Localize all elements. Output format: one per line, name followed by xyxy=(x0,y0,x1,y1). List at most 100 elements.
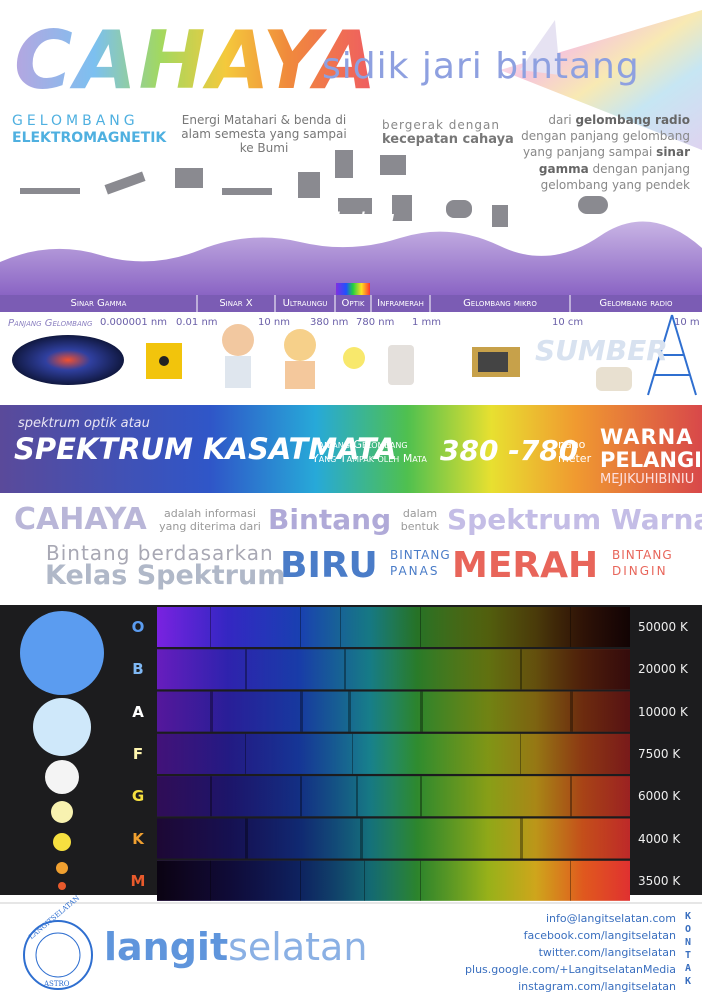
absorption-line xyxy=(210,607,211,647)
absorption-line xyxy=(352,733,353,774)
band-label: Ultraungu xyxy=(282,298,328,309)
statement-small: adalah informasi yang diterima dari xyxy=(159,507,261,533)
contact: twitter.com/langitselatan xyxy=(538,946,676,959)
band-dividers xyxy=(196,295,571,312)
heater xyxy=(388,345,414,385)
band-label: Gelombang radio xyxy=(599,298,673,309)
wavelength-tick: 10 cm xyxy=(552,317,584,328)
absorption-line xyxy=(420,860,421,901)
absorption-line xyxy=(570,776,572,817)
visible-range: 380 -780 xyxy=(440,434,579,467)
absorption-line xyxy=(300,860,301,901)
contact: facebook.com/langitselatan xyxy=(523,929,676,942)
spectrum-shade xyxy=(157,649,630,690)
intro-range-part: dari xyxy=(548,113,576,127)
wavelength-tick: 0.000001 nm xyxy=(100,317,167,328)
class-letter: A xyxy=(132,702,144,721)
visible-unit: nano xyxy=(558,438,586,451)
absorption-line xyxy=(245,649,247,690)
band-label: Sinar X xyxy=(219,298,253,309)
wavelength-label: Panjang Gelombang xyxy=(8,318,93,329)
intro-range-part: dengan panjang gelombang yang panjang sa… xyxy=(521,129,690,160)
wavelength-tick: 780 nm xyxy=(356,317,395,328)
spectrum-shade xyxy=(157,733,630,774)
absorption-line xyxy=(420,607,421,647)
temperature: 50000 K xyxy=(638,620,688,634)
absorption-line xyxy=(364,860,365,901)
brand-part: langit xyxy=(104,925,229,969)
brand: langitselatan xyxy=(104,925,367,969)
contact-label: KONTAK xyxy=(684,911,692,987)
class-letter: M xyxy=(130,871,146,890)
statement-small: dalam bentuk xyxy=(400,507,440,533)
wavelength-tick: 0.01 nm xyxy=(176,317,218,328)
absorption-line xyxy=(570,860,571,901)
contact: instagram.com/langitselatan xyxy=(518,980,676,993)
statement-word: Spektrum Warna xyxy=(447,503,702,536)
absorption-line xyxy=(210,776,212,817)
statement-small: BINTANG xyxy=(612,548,673,562)
intro-range-part: sinar gamma xyxy=(538,145,690,176)
class-letter: O xyxy=(131,618,145,636)
temperature: 4000 K xyxy=(638,831,681,846)
bulb xyxy=(343,347,365,369)
title: CAHAYA xyxy=(14,14,379,107)
band-label: Gelombang mikro xyxy=(463,298,537,309)
spectrum-shade xyxy=(157,607,630,647)
statement-small: PANAS xyxy=(390,564,440,578)
wavelength-tick: 10 nm xyxy=(258,317,290,328)
intro-text: bergerak dengan xyxy=(382,118,500,132)
statement-word: CAHAYA xyxy=(14,502,147,537)
absorption-line xyxy=(300,776,302,817)
prism xyxy=(520,20,560,75)
visible-colors: PELANGI xyxy=(600,448,702,472)
absorption-line xyxy=(344,649,346,690)
brand-part: selatan xyxy=(228,925,368,969)
intro-text: Energi Matahari & benda di alam semesta … xyxy=(181,113,347,155)
contact: plus.google.com/+LangitselatanMedia xyxy=(465,963,676,976)
caption-part: panjang gelombang xyxy=(260,210,395,224)
person-head-2 xyxy=(284,329,316,361)
optical-window xyxy=(336,283,370,295)
absorption-line xyxy=(420,691,423,732)
visible-title: SPEKTRUM KASATMATA xyxy=(14,432,397,466)
class-letter: G xyxy=(131,787,145,806)
band-label: Sinar Gamma xyxy=(70,298,127,309)
visible-lead: spektrum optik atau xyxy=(18,416,150,431)
absorption-line xyxy=(520,818,523,859)
microwave-window xyxy=(478,352,508,372)
statement-word: BIRU xyxy=(280,545,378,586)
visible-unit: meter xyxy=(558,452,592,465)
contact: info@langitselatan.com xyxy=(545,912,676,925)
spectrum-shade xyxy=(157,860,630,901)
absorption-line xyxy=(300,607,301,647)
absorption-line xyxy=(570,607,571,647)
stars xyxy=(20,611,104,890)
absorption-line xyxy=(570,691,573,732)
class-letter: K xyxy=(132,829,144,848)
visible-band xyxy=(0,405,702,493)
person-body-2 xyxy=(285,361,315,389)
visible-range-label: Panjang Gelombang xyxy=(312,438,408,451)
galaxy xyxy=(12,335,124,385)
visible-colors: WARNA xyxy=(600,425,694,449)
temperature: 7500 K xyxy=(638,746,681,761)
intro-text: kecepatan cahaya xyxy=(382,132,514,147)
absorption-line xyxy=(356,776,358,817)
wave xyxy=(0,221,702,295)
statement-small: BINTANG xyxy=(390,548,451,562)
absorption-line xyxy=(210,860,211,901)
absorption-line xyxy=(300,691,303,732)
absorption-line xyxy=(245,733,246,774)
absorption-line xyxy=(520,733,521,774)
intro-label: ELEKTROMAGNETIK xyxy=(12,130,167,146)
statement-small: DINGIN xyxy=(612,564,668,578)
intro-range-part: gelombang radio xyxy=(575,113,690,127)
intro-label: GELOMBANG xyxy=(12,113,139,129)
temperature: 6000 K xyxy=(638,789,681,804)
logo xyxy=(23,920,93,990)
visible-range-label: Yang Tampak oleh Mata xyxy=(312,452,427,465)
statement-word: Bintang xyxy=(268,503,392,536)
